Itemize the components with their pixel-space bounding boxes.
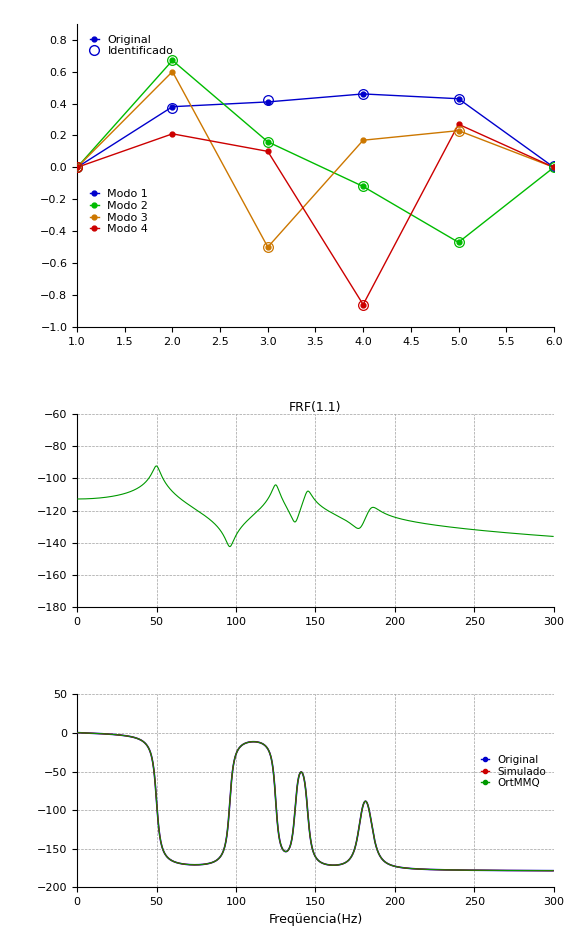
Legend: Original, Simulado, OrtMMQ: Original, Simulado, OrtMMQ bbox=[479, 753, 549, 791]
Title: FRF(1.1): FRF(1.1) bbox=[289, 401, 341, 414]
X-axis label: Freqüencia(Hz): Freqüencia(Hz) bbox=[268, 913, 363, 925]
Legend: Modo 1, Modo 2, Modo 3, Modo 4: Modo 1, Modo 2, Modo 3, Modo 4 bbox=[87, 187, 151, 236]
